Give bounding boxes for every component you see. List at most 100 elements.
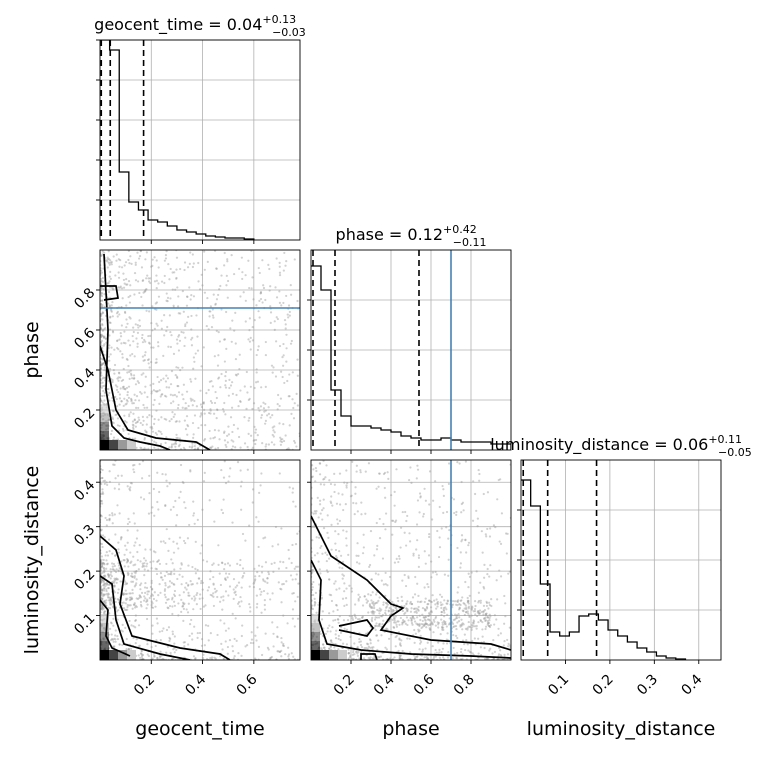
scatter-point [421, 650, 424, 653]
scatter-point [114, 533, 117, 536]
scatter-point [460, 623, 463, 626]
scatter-point [176, 342, 179, 345]
scatter-point [155, 279, 158, 282]
scatter-point [356, 542, 359, 545]
density-cell [127, 440, 136, 450]
scatter-point [101, 606, 105, 609]
scatter-point [109, 568, 112, 571]
scatter-point [367, 656, 370, 660]
scatter-point [247, 398, 250, 402]
contour-line [311, 559, 511, 659]
scatter-point [313, 600, 317, 604]
scatter-point [201, 588, 204, 591]
scatter-point [101, 564, 104, 568]
scatter-point [144, 559, 147, 562]
scatter-point [497, 478, 500, 482]
scatter-point [215, 408, 219, 411]
scatter-point [163, 588, 167, 591]
scatter-point [271, 414, 274, 417]
scatter-point [369, 642, 372, 645]
scatter-point [180, 598, 183, 601]
scatter-point [129, 294, 132, 297]
scatter-point [368, 658, 372, 660]
scatter-point [212, 293, 215, 296]
scatter-point [200, 637, 204, 641]
scatter-point [234, 593, 238, 596]
scatter-point [357, 650, 360, 654]
scatter-point [271, 433, 274, 437]
scatter-point [150, 439, 154, 442]
scatter-point [130, 262, 133, 265]
scatter-point [384, 528, 387, 531]
scatter-point [136, 529, 139, 532]
scatter-point [259, 484, 262, 487]
scatter-point [172, 400, 175, 403]
y-tick-label: 0.1 [71, 611, 98, 638]
scatter-point [191, 442, 194, 445]
scatter-point [477, 612, 481, 615]
scatter-point [145, 430, 148, 433]
scatter-point [337, 621, 340, 624]
scatter-point [377, 573, 380, 576]
scatter-point [243, 385, 246, 388]
scatter-point [339, 554, 343, 557]
scatter-point [401, 510, 404, 514]
scatter-point [404, 611, 407, 614]
scatter-point [194, 657, 197, 660]
scatter-point [117, 569, 120, 572]
scatter-point [140, 336, 144, 340]
scatter-point [429, 628, 432, 631]
scatter-point [354, 614, 357, 618]
scatter-point [346, 619, 350, 622]
scatter-point [234, 357, 238, 361]
scatter-point [457, 620, 461, 623]
scatter-point [138, 594, 141, 597]
scatter-point [168, 482, 171, 485]
scatter-point [171, 658, 174, 660]
scatter-point [212, 595, 215, 598]
scatter-point [102, 362, 105, 365]
scatter-point [194, 657, 197, 660]
scatter-point [376, 616, 379, 619]
y-tick-label: 0.4 [71, 365, 98, 392]
scatter-point [138, 319, 141, 322]
scatter-point [128, 262, 131, 265]
scatter-point [264, 445, 267, 448]
scatter-point [181, 605, 185, 608]
scatter-point [191, 336, 194, 340]
contour-line [100, 599, 131, 657]
scatter-point [267, 570, 270, 574]
scatter-point [392, 609, 395, 612]
scatter-point [254, 578, 257, 581]
scatter-point [416, 499, 420, 502]
scatter-point [106, 596, 110, 599]
scatter-point [285, 260, 288, 263]
scatter-point [165, 395, 168, 398]
scatter-point [234, 311, 237, 315]
scatter-point [133, 293, 136, 296]
scatter-point [109, 353, 112, 356]
scatter-point [460, 511, 463, 514]
panel-frame [310, 249, 512, 451]
scatter-point [193, 595, 196, 598]
scatter-point [180, 562, 183, 565]
scatter-point [188, 286, 191, 289]
scatter-point [263, 603, 266, 607]
scatter-point [112, 410, 115, 413]
scatter-point [223, 360, 226, 363]
scatter-point [191, 565, 194, 569]
scatter-point [378, 472, 381, 475]
scatter-point [269, 321, 272, 325]
scatter-point [166, 645, 170, 648]
scatter-point [384, 601, 388, 605]
y-axis-label-phase: phase [21, 321, 43, 378]
scatter-point [438, 536, 441, 539]
scatter-point [270, 562, 273, 565]
scatter-point [107, 596, 111, 599]
scatter-point [363, 595, 366, 598]
scatter-point [160, 393, 163, 396]
scatter-point [103, 567, 106, 570]
scatter-point [258, 588, 261, 591]
scatter-point [134, 619, 137, 622]
scatter-point [142, 419, 145, 422]
